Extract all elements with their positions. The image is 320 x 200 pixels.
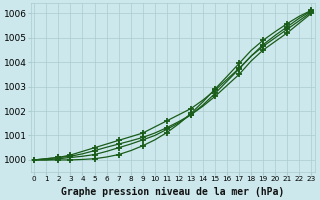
X-axis label: Graphe pression niveau de la mer (hPa): Graphe pression niveau de la mer (hPa) [61, 186, 284, 197]
